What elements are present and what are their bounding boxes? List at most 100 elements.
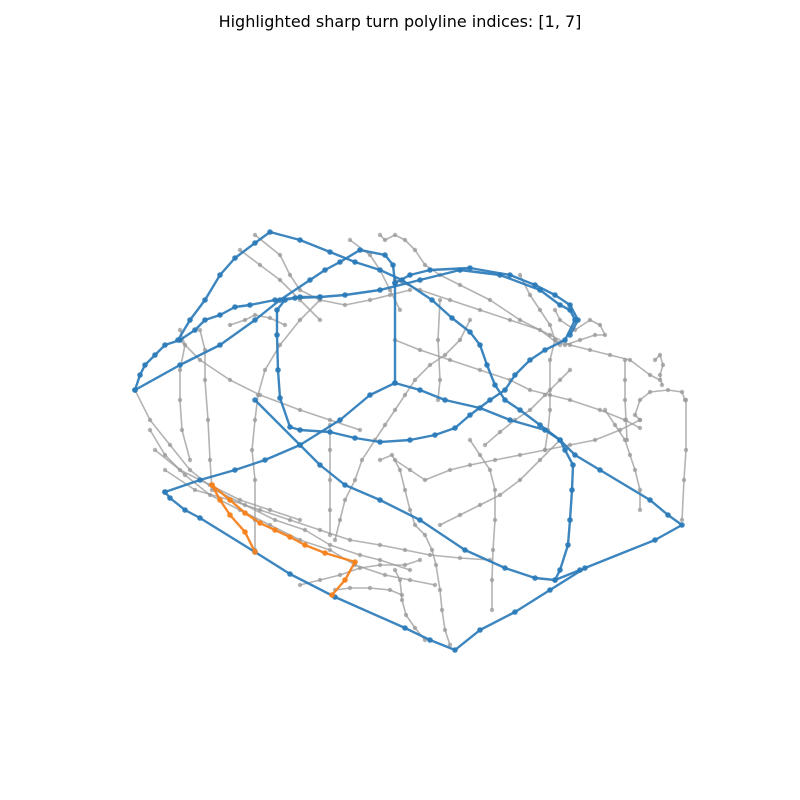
context-vertex-marker (637, 417, 643, 423)
context-vertex-marker (357, 565, 363, 571)
context-polyline-line (681, 400, 687, 521)
context-vertex-marker (407, 467, 413, 473)
context-vertex-marker (429, 547, 435, 553)
context-vertex-marker (272, 517, 278, 523)
main-polyline-5 (392, 265, 581, 338)
context-vertex-marker (447, 357, 453, 363)
context-vertex-marker (597, 407, 603, 413)
context-vertex-marker (367, 585, 373, 591)
main-vertex-marker (267, 229, 273, 235)
context-vertex-marker (657, 352, 663, 358)
context-polyline-line (299, 559, 421, 586)
main-vertex-marker (492, 382, 498, 388)
context-polyline-8 (377, 232, 663, 383)
context-vertex-marker (407, 287, 413, 293)
context-vertex-marker (162, 467, 168, 473)
context-vertex-marker (297, 517, 303, 523)
main-vertex-marker (275, 367, 281, 373)
context-vertex-marker (297, 287, 303, 293)
context-polyline-line (379, 454, 451, 646)
context-vertex-marker (637, 487, 643, 493)
context-vertex-marker (399, 597, 405, 603)
context-vertex-marker (587, 317, 593, 323)
context-vertex-marker (412, 522, 418, 528)
main-vertex-marker (274, 332, 280, 338)
context-vertex-marker (647, 372, 653, 378)
context-vertex-marker (403, 612, 409, 618)
context-vertex-marker (327, 447, 333, 453)
context-vertex-marker (679, 389, 685, 395)
main-vertex-marker (327, 249, 333, 255)
main-vertex-marker (517, 407, 523, 413)
context-polyline-7 (237, 247, 323, 323)
context-vertex-marker (517, 452, 523, 458)
context-vertex-marker (422, 477, 428, 483)
context-vertex-marker (147, 427, 153, 433)
main-vertex-marker (287, 571, 293, 577)
main-vertex-marker (562, 447, 568, 453)
context-polyline-line (469, 439, 496, 610)
context-vertex-marker (262, 367, 268, 373)
context-vertex-marker (392, 407, 398, 413)
context-polyline-22 (679, 397, 689, 523)
context-vertex-marker (412, 625, 418, 631)
main-vertex-marker (565, 542, 571, 548)
context-vertex-marker (437, 587, 443, 593)
main-vertex-marker (162, 489, 168, 495)
highlight-vertex-marker (242, 529, 248, 535)
main-vertex-marker (407, 272, 413, 278)
highlight-vertex-marker (287, 534, 293, 540)
context-polyline-28 (437, 437, 563, 528)
context-vertex-marker (632, 412, 638, 418)
context-vertex-marker (624, 437, 630, 443)
context-polyline-line (251, 299, 321, 550)
context-polyline-29 (297, 557, 423, 588)
context-polyline-16 (332, 317, 473, 543)
context-vertex-marker (342, 497, 348, 503)
main-vertex-marker (467, 329, 473, 335)
context-vertex-marker (252, 477, 258, 483)
main-vertex-marker (317, 462, 323, 468)
context-vertex-marker (267, 315, 273, 321)
context-vertex-marker (623, 417, 629, 423)
main-vertex-marker (292, 295, 298, 301)
context-vertex-marker (637, 507, 643, 513)
context-vertex-marker (347, 585, 353, 591)
context-vertex-marker (542, 447, 548, 453)
context-vertex-marker (187, 457, 193, 463)
main-vertex-marker (217, 272, 223, 278)
context-vertex-marker (679, 517, 685, 523)
context-vertex-marker (352, 477, 358, 483)
context-polyline-line (154, 449, 301, 521)
context-vertex-marker (412, 247, 418, 253)
context-vertex-marker (683, 447, 689, 453)
context-vertex-marker (282, 322, 288, 328)
context-vertex-marker (242, 317, 248, 323)
context-vertex-marker (587, 347, 593, 353)
context-polyline-line (239, 249, 321, 321)
context-vertex-marker (332, 537, 338, 543)
context-vertex-marker (527, 387, 533, 393)
context-vertex-marker (297, 317, 303, 323)
main-vertex-marker (449, 315, 455, 321)
context-vertex-marker (327, 417, 333, 423)
context-vertex-marker (382, 422, 388, 428)
context-vertex-marker (627, 452, 633, 458)
context-vertex-marker (347, 537, 353, 543)
main-polyline-line (176, 230, 575, 581)
context-vertex-marker (490, 547, 496, 553)
main-vertex-marker (557, 567, 563, 573)
context-polyline-15 (249, 297, 323, 553)
context-vertex-marker (659, 382, 665, 388)
main-vertex-marker (512, 609, 518, 615)
context-polyline-line (394, 419, 641, 481)
main-vertex-marker (467, 412, 473, 418)
highlight-vertex-marker (352, 559, 358, 565)
main-vertex-marker (342, 292, 348, 298)
context-vertex-marker (389, 452, 395, 458)
main-vertex-marker (477, 627, 483, 633)
main-vertex-marker (507, 272, 513, 278)
main-vertex-marker (427, 267, 433, 273)
context-vertex-marker (297, 582, 303, 588)
context-vertex-marker (249, 447, 255, 453)
